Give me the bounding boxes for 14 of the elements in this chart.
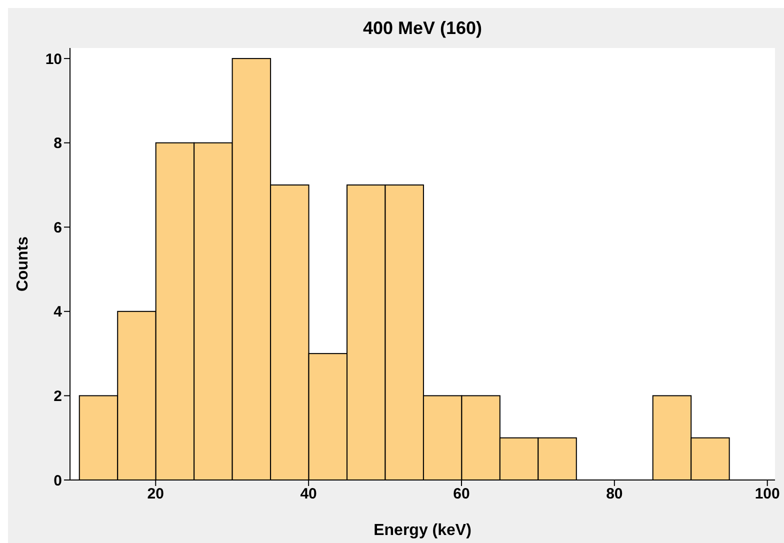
x-tick-label: 40 [300, 486, 317, 503]
y-tick-label: 10 [45, 50, 62, 68]
y-tick-label: 2 [54, 388, 62, 406]
y-tick-label: 0 [54, 472, 62, 490]
y-tick-label: 8 [54, 135, 62, 152]
y-axis-title: Counts [14, 236, 32, 292]
x-tick-label: 80 [606, 486, 623, 503]
x-tick-label: 100 [754, 486, 780, 503]
x-tick-label: 20 [147, 486, 164, 503]
y-tick-label: 6 [54, 219, 62, 236]
y-tick-label: 4 [54, 304, 63, 321]
x-tick-label: 60 [453, 486, 470, 503]
x-axis-title: Energy (keV) [374, 522, 472, 539]
chart-title: 400 MeV (160) [362, 18, 484, 39]
